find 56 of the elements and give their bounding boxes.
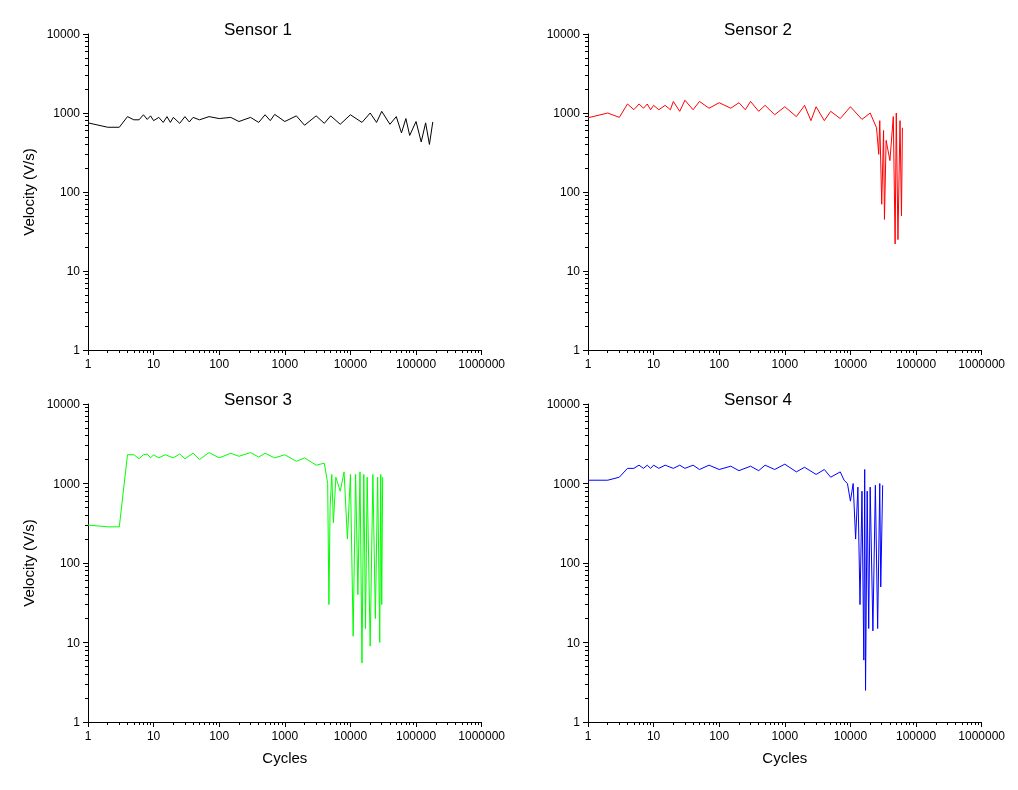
chart-title: Sensor 1 — [223, 20, 293, 39]
y-tick-label: 1000 — [53, 106, 81, 120]
y-tick-label: 1 — [73, 343, 81, 357]
y-tick-label: 100 — [559, 556, 581, 570]
x-tick-label: 10 — [146, 729, 161, 743]
y-tick-label: 1 — [573, 715, 581, 729]
y-tick-label: 10 — [66, 264, 81, 278]
x-tick-label: 1 — [84, 357, 92, 371]
y-tick-label: 100 — [59, 185, 81, 199]
y-tick-label: 10000 — [46, 397, 81, 411]
x-tick-label: 10 — [146, 357, 161, 371]
x-tick-label: 10000 — [333, 357, 368, 371]
y-tick-label: 100 — [559, 185, 581, 199]
chart-title: Sensor 4 — [723, 390, 793, 409]
x-tick-label: 100000 — [396, 729, 437, 743]
x-tick-label: 1000 — [771, 357, 799, 371]
x-tick-label: 1000 — [271, 729, 299, 743]
x-tick-label: 1 — [584, 729, 592, 743]
y-tick-label: 10000 — [546, 27, 581, 41]
x-tick-label: 1000 — [271, 357, 299, 371]
x-tick-label: 1000000 — [458, 729, 506, 743]
y-tick-label: 10000 — [546, 397, 581, 411]
y-tick-label: 10 — [66, 635, 81, 650]
y-tick-label: 10 — [566, 635, 581, 650]
x-axis-title: Cycles — [762, 749, 808, 766]
x-tick-label: 10 — [646, 357, 661, 371]
x-tick-label: 1000 — [771, 729, 799, 743]
x-tick-label: 1 — [84, 729, 92, 743]
x-tick-label: 100 — [709, 357, 730, 371]
y-tick-label: 10 — [566, 264, 581, 278]
x-tick-label: 100 — [209, 357, 230, 371]
y-tick-label: 100 — [59, 556, 81, 570]
x-axis-title: Cycles — [262, 749, 308, 766]
x-tick-label: 1000000 — [958, 729, 1006, 743]
x-tick-label: 100 — [209, 729, 230, 743]
x-tick-label: 10000 — [833, 357, 868, 371]
y-tick-label: 1000 — [53, 476, 81, 491]
y-axis-title: Velocity (V/s) — [19, 148, 37, 236]
y-tick-label: 1 — [73, 715, 81, 729]
x-tick-label: 100000 — [896, 729, 937, 743]
x-tick-label: 10000 — [333, 729, 368, 743]
y-axis-title: Velocity (V/s) — [19, 519, 37, 607]
x-tick-label: 10 — [646, 729, 661, 743]
y-tick-label: 1000 — [553, 476, 581, 491]
x-tick-label: 100000 — [896, 357, 937, 371]
x-tick-label: 1 — [584, 357, 592, 371]
y-tick-label: 1 — [573, 343, 581, 357]
chart-title: Sensor 3 — [223, 390, 293, 409]
x-tick-label: 100 — [709, 729, 730, 743]
x-tick-label: 1000000 — [958, 357, 1006, 371]
x-tick-label: 1000000 — [458, 357, 506, 371]
y-tick-label: 10000 — [46, 27, 81, 41]
y-tick-label: 1000 — [553, 106, 581, 120]
x-tick-label: 10000 — [833, 729, 868, 743]
x-tick-label: 100000 — [396, 357, 437, 371]
chart-title: Sensor 2 — [723, 20, 793, 39]
